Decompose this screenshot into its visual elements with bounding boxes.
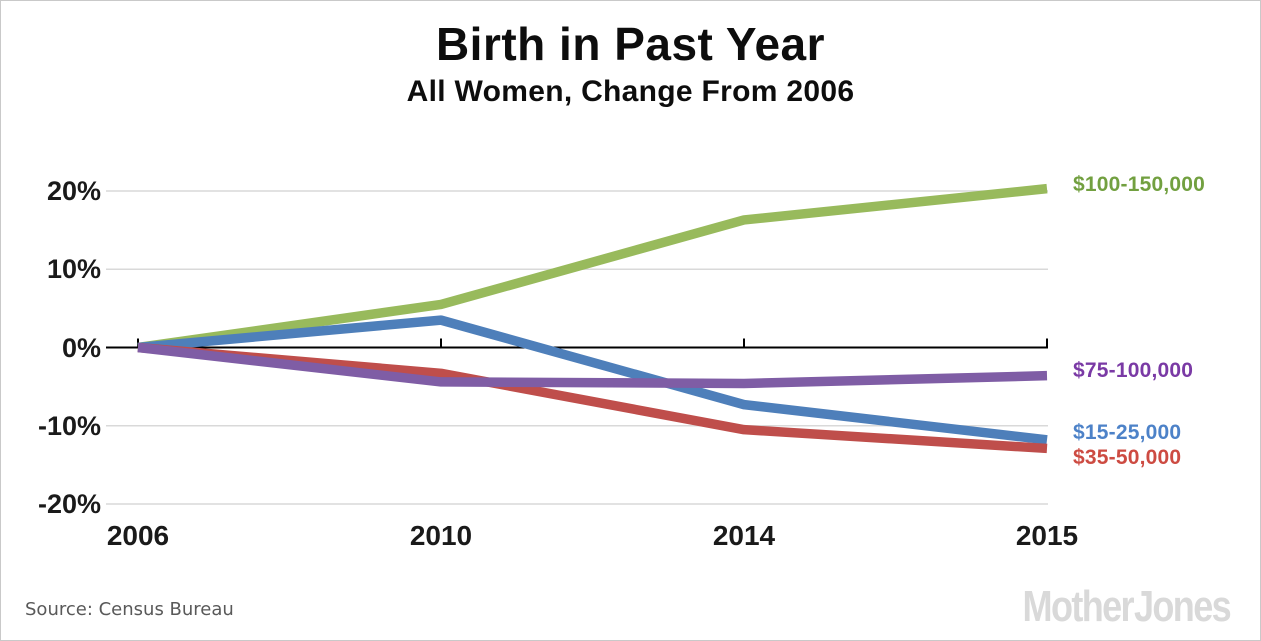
x-tick-label: 2014 xyxy=(712,520,776,551)
series-line xyxy=(137,342,1048,389)
legend-label: $35-50,000 xyxy=(1073,446,1182,470)
source-note: Source: Census Bureau xyxy=(25,599,234,620)
x-tick-label: 2010 xyxy=(409,520,473,551)
y-tick-label: 20% xyxy=(46,176,101,206)
chart-title: Birth in Past Year xyxy=(435,18,826,70)
motherjones-logo: Mother Jones xyxy=(1022,582,1232,631)
y-tick-label: -10% xyxy=(37,410,101,441)
x-tick-label: 2006 xyxy=(106,520,170,551)
y-tick-label: -20% xyxy=(37,489,101,519)
series-line xyxy=(137,183,1048,353)
series-line xyxy=(137,315,1048,445)
y-tick-label: 10% xyxy=(46,254,101,285)
legend-label: $15-25,000 xyxy=(1073,420,1182,444)
chart-subtitle: All Women, Change From 2006 xyxy=(406,75,855,108)
legend-label: $75-100,000 xyxy=(1073,358,1194,382)
legend-label: $100-150,000 xyxy=(1073,172,1206,196)
y-tick-label: 0% xyxy=(61,332,101,363)
x-tick-label: 2015 xyxy=(1015,520,1079,551)
